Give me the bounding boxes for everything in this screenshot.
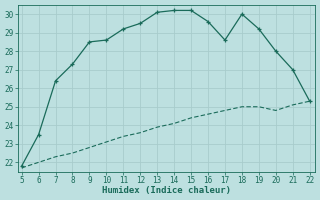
X-axis label: Humidex (Indice chaleur): Humidex (Indice chaleur) [102, 186, 231, 195]
